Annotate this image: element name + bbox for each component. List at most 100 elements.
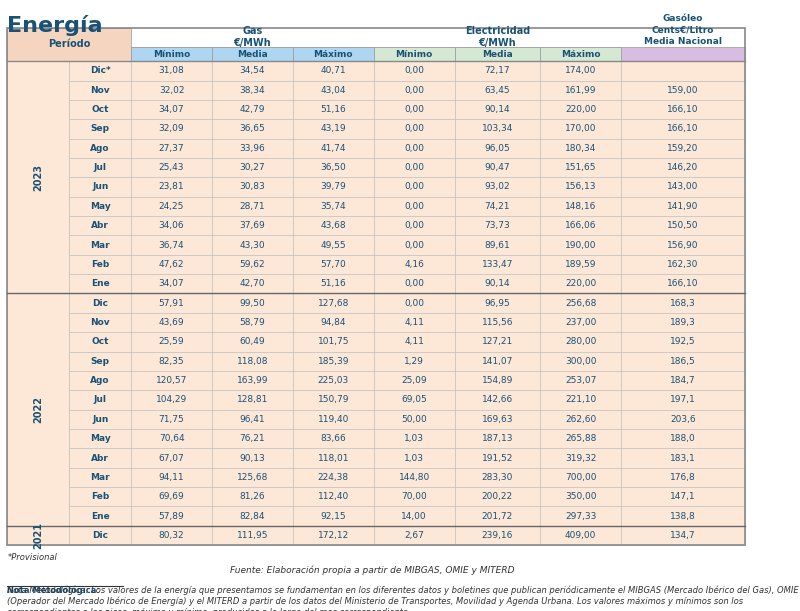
FancyBboxPatch shape bbox=[540, 371, 621, 390]
FancyBboxPatch shape bbox=[70, 177, 131, 197]
FancyBboxPatch shape bbox=[212, 468, 293, 487]
Text: 118,08: 118,08 bbox=[237, 357, 268, 366]
FancyBboxPatch shape bbox=[7, 274, 70, 293]
FancyBboxPatch shape bbox=[293, 351, 374, 371]
FancyBboxPatch shape bbox=[621, 390, 745, 409]
FancyBboxPatch shape bbox=[212, 351, 293, 371]
FancyBboxPatch shape bbox=[131, 332, 212, 351]
FancyBboxPatch shape bbox=[454, 235, 540, 255]
FancyBboxPatch shape bbox=[70, 235, 131, 255]
FancyBboxPatch shape bbox=[70, 293, 131, 313]
FancyBboxPatch shape bbox=[454, 507, 540, 526]
Text: 174,00: 174,00 bbox=[565, 67, 596, 75]
FancyBboxPatch shape bbox=[621, 61, 745, 81]
Text: 101,75: 101,75 bbox=[318, 337, 349, 346]
FancyBboxPatch shape bbox=[374, 390, 454, 409]
Text: 700,00: 700,00 bbox=[565, 473, 596, 482]
Text: 184,7: 184,7 bbox=[670, 376, 696, 385]
Text: 150,79: 150,79 bbox=[318, 395, 349, 404]
Text: 81,26: 81,26 bbox=[239, 492, 266, 501]
Text: Máximo: Máximo bbox=[314, 49, 353, 59]
FancyBboxPatch shape bbox=[540, 197, 621, 216]
FancyBboxPatch shape bbox=[293, 177, 374, 197]
FancyBboxPatch shape bbox=[212, 177, 293, 197]
Text: 111,95: 111,95 bbox=[237, 531, 268, 540]
FancyBboxPatch shape bbox=[70, 371, 131, 390]
Text: 34,07: 34,07 bbox=[158, 279, 184, 288]
FancyBboxPatch shape bbox=[621, 274, 745, 293]
FancyBboxPatch shape bbox=[454, 255, 540, 274]
FancyBboxPatch shape bbox=[374, 177, 454, 197]
Text: 166,10: 166,10 bbox=[667, 125, 698, 133]
Text: 180,34: 180,34 bbox=[565, 144, 596, 153]
FancyBboxPatch shape bbox=[374, 274, 454, 293]
Text: Gasóleo
Cents€/Litro
Media Nacional: Gasóleo Cents€/Litro Media Nacional bbox=[644, 15, 722, 46]
Text: Jul: Jul bbox=[94, 395, 106, 404]
Text: 221,10: 221,10 bbox=[565, 395, 596, 404]
Text: 166,10: 166,10 bbox=[667, 279, 698, 288]
FancyBboxPatch shape bbox=[131, 371, 212, 390]
Text: 42,79: 42,79 bbox=[240, 105, 265, 114]
FancyBboxPatch shape bbox=[212, 235, 293, 255]
Text: 58,79: 58,79 bbox=[239, 318, 266, 327]
FancyBboxPatch shape bbox=[131, 119, 212, 139]
Text: 150,50: 150,50 bbox=[667, 221, 698, 230]
Text: 156,90: 156,90 bbox=[667, 241, 698, 249]
FancyBboxPatch shape bbox=[131, 468, 212, 487]
FancyBboxPatch shape bbox=[374, 507, 454, 526]
Text: 168,3: 168,3 bbox=[670, 299, 696, 308]
FancyBboxPatch shape bbox=[293, 216, 374, 235]
Text: 0,00: 0,00 bbox=[404, 163, 424, 172]
FancyBboxPatch shape bbox=[70, 390, 131, 409]
FancyBboxPatch shape bbox=[131, 235, 212, 255]
FancyBboxPatch shape bbox=[621, 235, 745, 255]
Text: 70,00: 70,00 bbox=[402, 492, 427, 501]
FancyBboxPatch shape bbox=[212, 313, 293, 332]
Text: 237,00: 237,00 bbox=[565, 318, 596, 327]
FancyBboxPatch shape bbox=[293, 100, 374, 119]
Text: 36,74: 36,74 bbox=[158, 241, 184, 249]
Text: 0,00: 0,00 bbox=[404, 144, 424, 153]
Text: 28,71: 28,71 bbox=[239, 202, 266, 211]
Text: 190,00: 190,00 bbox=[565, 241, 596, 249]
FancyBboxPatch shape bbox=[131, 216, 212, 235]
Text: 162,30: 162,30 bbox=[667, 260, 698, 269]
Text: 96,95: 96,95 bbox=[485, 299, 510, 308]
FancyBboxPatch shape bbox=[212, 139, 293, 158]
Text: 256,68: 256,68 bbox=[565, 299, 596, 308]
FancyBboxPatch shape bbox=[540, 468, 621, 487]
Text: 76,21: 76,21 bbox=[239, 434, 266, 443]
FancyBboxPatch shape bbox=[7, 409, 70, 429]
Text: 350,00: 350,00 bbox=[565, 492, 596, 501]
FancyBboxPatch shape bbox=[212, 119, 293, 139]
FancyBboxPatch shape bbox=[293, 448, 374, 468]
FancyBboxPatch shape bbox=[131, 429, 212, 448]
Text: 71,75: 71,75 bbox=[158, 415, 185, 424]
Text: Ago: Ago bbox=[90, 376, 110, 385]
Text: 197,1: 197,1 bbox=[670, 395, 696, 404]
FancyBboxPatch shape bbox=[621, 371, 745, 390]
Text: 300,00: 300,00 bbox=[565, 357, 596, 366]
Text: 43,30: 43,30 bbox=[239, 241, 266, 249]
Text: 169,63: 169,63 bbox=[482, 415, 513, 424]
FancyBboxPatch shape bbox=[374, 139, 454, 158]
Text: Ene: Ene bbox=[91, 511, 110, 521]
Text: 25,59: 25,59 bbox=[158, 337, 184, 346]
FancyBboxPatch shape bbox=[293, 274, 374, 293]
Text: 166,06: 166,06 bbox=[565, 221, 596, 230]
FancyBboxPatch shape bbox=[7, 468, 70, 487]
FancyBboxPatch shape bbox=[131, 47, 212, 61]
FancyBboxPatch shape bbox=[7, 61, 70, 293]
Text: 96,05: 96,05 bbox=[485, 144, 510, 153]
FancyBboxPatch shape bbox=[540, 293, 621, 313]
Text: 4,11: 4,11 bbox=[404, 337, 424, 346]
Text: 125,68: 125,68 bbox=[237, 473, 268, 482]
Text: 25,43: 25,43 bbox=[158, 163, 184, 172]
FancyBboxPatch shape bbox=[293, 526, 374, 545]
Text: Feb: Feb bbox=[91, 492, 110, 501]
Text: Ago: Ago bbox=[90, 144, 110, 153]
FancyBboxPatch shape bbox=[621, 197, 745, 216]
FancyBboxPatch shape bbox=[621, 47, 745, 81]
FancyBboxPatch shape bbox=[621, 448, 745, 468]
FancyBboxPatch shape bbox=[621, 409, 745, 429]
